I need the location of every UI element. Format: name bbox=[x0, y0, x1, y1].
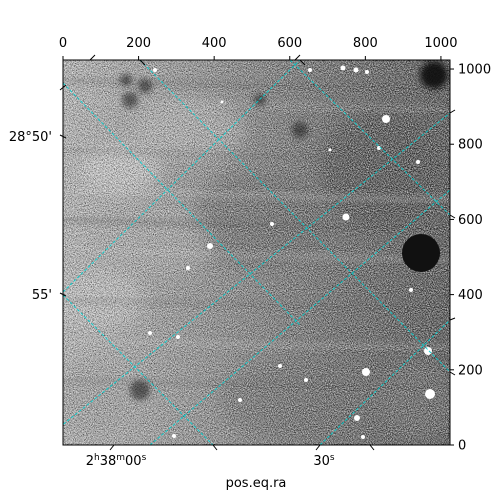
dark-spot bbox=[254, 94, 266, 106]
world-tick bbox=[299, 59, 306, 66]
star bbox=[409, 288, 413, 292]
image-layer bbox=[63, 60, 450, 445]
top-axis: 0 200 400 600 800 1000 bbox=[59, 36, 457, 60]
star bbox=[238, 398, 242, 402]
right-tick-label: 600 bbox=[458, 213, 483, 228]
top-tick-label: 800 bbox=[353, 36, 378, 51]
star bbox=[270, 222, 274, 226]
star bbox=[361, 435, 365, 439]
grid-line bbox=[289, 60, 450, 216]
dark-spot bbox=[120, 74, 132, 86]
dec-tick-label: 28°50' bbox=[9, 130, 52, 145]
star bbox=[278, 364, 282, 368]
right-tick-label: 1000 bbox=[458, 63, 491, 78]
world-tick bbox=[294, 54, 301, 61]
grid-line bbox=[63, 82, 301, 326]
star bbox=[362, 368, 370, 376]
world-tick bbox=[449, 109, 456, 114]
top-tick-label: 200 bbox=[126, 36, 151, 51]
world-axis-ticks bbox=[59, 54, 456, 451]
right-tick-label: 400 bbox=[458, 288, 483, 303]
right-tick-label: 800 bbox=[458, 138, 483, 153]
world-tick bbox=[369, 444, 375, 451]
right-axis: 0 200 400 600 800 1000 bbox=[450, 63, 491, 454]
plot-frame bbox=[62, 59, 451, 446]
grid-line bbox=[63, 294, 214, 445]
star bbox=[176, 335, 180, 339]
top-tick-label: 400 bbox=[202, 36, 227, 51]
dark-spot bbox=[122, 92, 138, 108]
world-tick bbox=[59, 134, 67, 139]
star bbox=[172, 434, 176, 438]
x-axis-title: pos.eq.ra bbox=[226, 476, 287, 491]
ra-tick-label: 30s bbox=[313, 453, 335, 469]
star bbox=[340, 65, 346, 71]
star bbox=[186, 266, 190, 270]
grid-line bbox=[139, 60, 450, 373]
ra-tick-label: 2h38m00s bbox=[86, 453, 147, 469]
star bbox=[424, 347, 432, 355]
star bbox=[353, 67, 359, 73]
star bbox=[304, 378, 308, 382]
grid-line bbox=[63, 112, 450, 426]
star bbox=[308, 68, 312, 72]
dark-blob bbox=[420, 61, 448, 89]
star-sources bbox=[148, 65, 435, 439]
coordinate-grid bbox=[63, 60, 450, 445]
star bbox=[416, 160, 420, 164]
world-tick bbox=[139, 59, 146, 66]
star bbox=[382, 115, 390, 123]
world-tick bbox=[59, 292, 67, 297]
star bbox=[425, 389, 435, 399]
world-tick bbox=[89, 54, 96, 61]
star bbox=[207, 243, 213, 249]
star bbox=[328, 148, 332, 152]
dark-spot bbox=[292, 122, 308, 138]
grid-line bbox=[149, 189, 450, 445]
top-tick-label: 1000 bbox=[424, 36, 457, 51]
star bbox=[148, 331, 152, 335]
star bbox=[365, 70, 369, 74]
grid-line bbox=[63, 60, 301, 293]
top-tick-label: 600 bbox=[277, 36, 302, 51]
world-tick bbox=[212, 444, 218, 451]
world-tick bbox=[315, 444, 321, 451]
star bbox=[220, 100, 224, 104]
dark-features bbox=[120, 61, 448, 400]
dec-tick-label: 55' bbox=[32, 288, 52, 303]
star bbox=[153, 68, 157, 72]
right-tick-label: 200 bbox=[458, 363, 483, 378]
world-tick bbox=[449, 371, 456, 376]
dark-blob bbox=[402, 234, 440, 272]
top-tick-label: 0 bbox=[59, 36, 67, 51]
dark-spot bbox=[138, 79, 152, 93]
star bbox=[354, 415, 360, 421]
grid-line bbox=[319, 319, 450, 445]
star bbox=[342, 213, 350, 221]
dark-spot bbox=[130, 380, 150, 400]
world-tick bbox=[449, 214, 456, 219]
right-tick-label: 0 bbox=[458, 439, 466, 454]
world-tick bbox=[59, 84, 67, 91]
image-noise-light bbox=[63, 60, 450, 445]
world-tick bbox=[449, 317, 456, 321]
world-tick bbox=[109, 444, 115, 451]
